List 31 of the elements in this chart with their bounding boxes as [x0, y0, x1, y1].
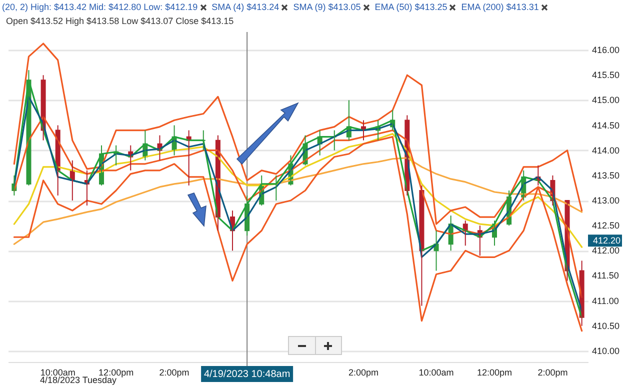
- text: EMA (200) $413.31: [461, 2, 539, 12]
- x-tick-label: 2:00pm: [159, 368, 190, 378]
- x-tick-label: 12:00pm: [476, 368, 512, 378]
- y-tick-label: 411.00: [592, 296, 619, 306]
- y-tick-label: 414.00: [592, 145, 620, 156]
- annotation: 412.20: [593, 236, 621, 246]
- text: SMA (9) $413.05: [293, 2, 361, 12]
- y-tick-label: 415.50: [592, 70, 620, 80]
- x-tick-label: 10:00am: [40, 368, 76, 378]
- line-series: [13, 157, 583, 245]
- text: EMA (50) $413.25: [374, 2, 448, 12]
- text: SMA (4) $413.24: [212, 2, 280, 12]
- text: (20, 2) High: $413.42 Mid: $412.80 Low: $412.19: [2, 2, 198, 12]
- x-tick-label: 4/19/2023 10:48am: [204, 369, 290, 380]
- text: 4/18/2023 Tuesday: [40, 375, 117, 385]
- y-tick-label: 416.00: [592, 45, 620, 56]
- y-tick-label: 412.00: [592, 246, 620, 256]
- y-tick-label: 415.00: [592, 95, 620, 106]
- line-series: [13, 133, 583, 248]
- y-tick-label: 410.00: [592, 346, 620, 356]
- y-tick-label: 413.00: [592, 196, 620, 206]
- y-tick-label: 411.50: [592, 270, 619, 281]
- y-tick-label: 413.50: [592, 170, 620, 180]
- x-tick-label: 12:00pm: [98, 368, 134, 378]
- y-tick-label: 412.50: [592, 220, 620, 231]
- x-tick-label: 10:00am: [418, 368, 454, 378]
- y-tick-label: 410.50: [592, 320, 620, 331]
- x-tick-label: 2:00pm: [348, 368, 379, 378]
- y-tick-label: 414.50: [592, 120, 620, 130]
- x-tick-label: 2:00pm: [538, 368, 568, 378]
- text: Open $413.52 High $413.58 Low $413.07 Close $413.15: [6, 16, 234, 26]
